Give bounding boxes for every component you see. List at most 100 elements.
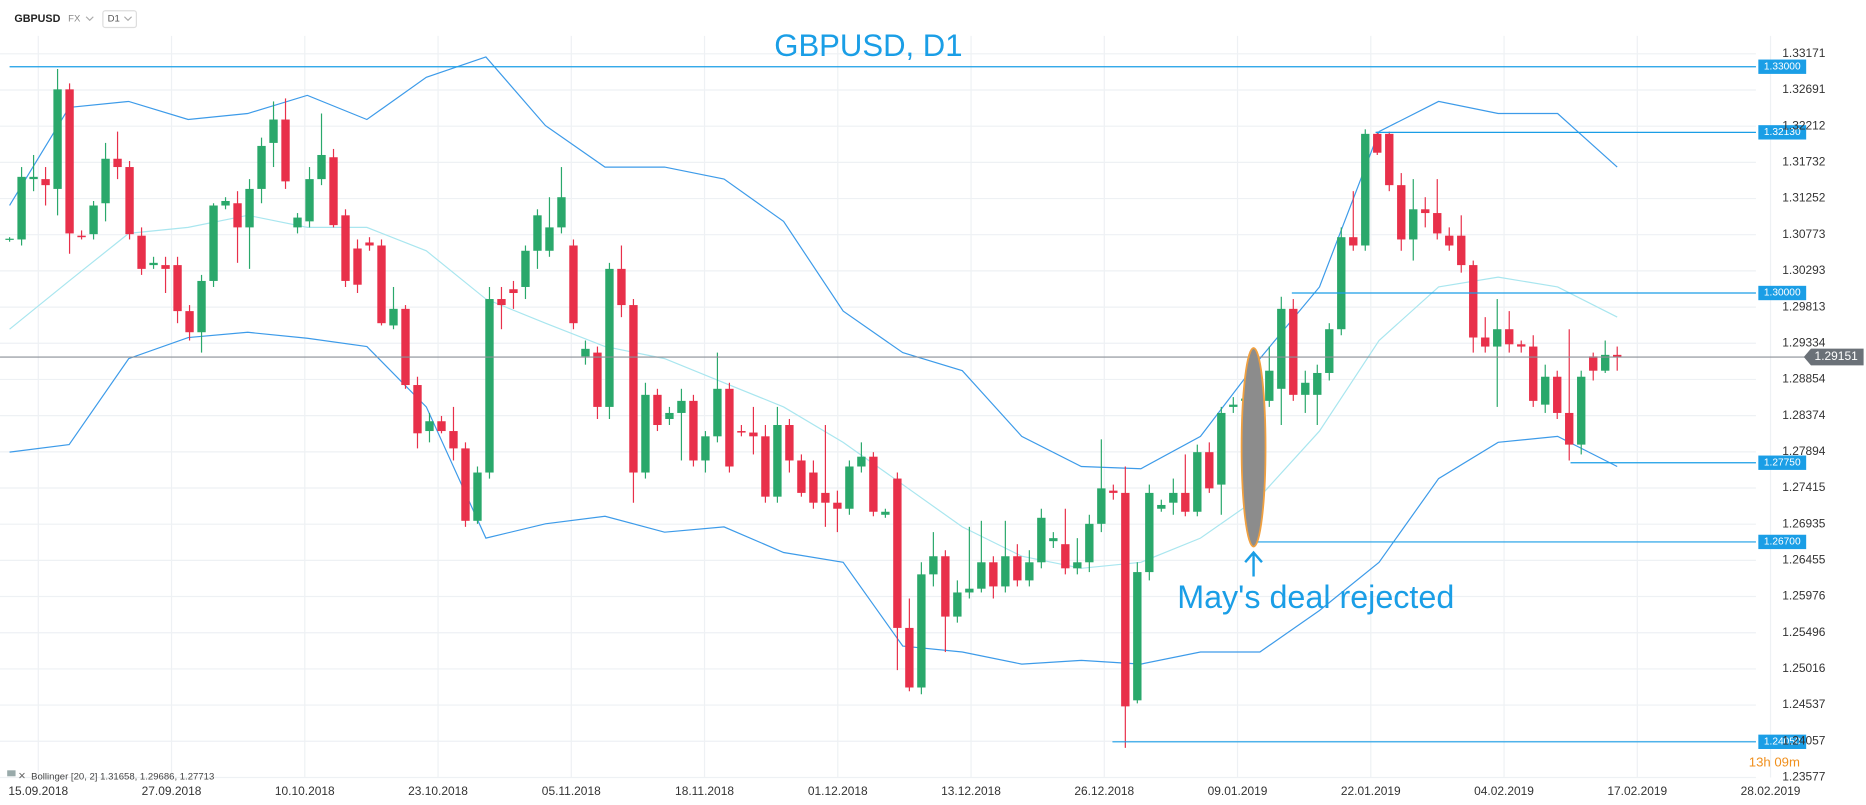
candle-body	[1409, 209, 1418, 240]
candle-body	[125, 167, 134, 235]
candle-body	[905, 627, 914, 688]
y-tick-label: 1.31252	[1782, 191, 1826, 205]
chart-title: GBPUSD, D1	[774, 28, 962, 63]
candle-body	[197, 280, 206, 333]
annotation: May's deal rejected	[1177, 579, 1454, 615]
y-tick-label: 1.23577	[1782, 770, 1826, 784]
candle-body	[1361, 133, 1370, 246]
candle-body	[1085, 523, 1094, 563]
level-label: 1.33000	[1764, 61, 1801, 72]
candle-body	[893, 478, 902, 628]
candle-body	[1277, 308, 1286, 389]
candle-body	[977, 562, 986, 589]
candle-body	[389, 308, 398, 326]
y-tick-label: 1.26935	[1782, 516, 1826, 530]
candle-body	[725, 388, 734, 467]
candle-body	[233, 203, 242, 228]
y-tick-label: 1.25016	[1782, 661, 1826, 675]
x-tick-label: 10.10.2018	[275, 784, 335, 798]
candle-body	[1325, 329, 1334, 373]
highlight-ellipse	[1240, 347, 1267, 548]
y-tick-label: 1.32212	[1782, 118, 1826, 132]
candle-body	[1205, 452, 1214, 489]
candle-body	[413, 385, 422, 434]
levels: 1.33000 1.32130 1.30000 1.27750 1.26700 1.240…	[0, 59, 1864, 749]
candle-body	[1469, 265, 1478, 338]
candle-body	[1385, 133, 1394, 186]
candle-body	[833, 502, 842, 509]
candle-body	[965, 588, 974, 593]
candle-body	[1265, 370, 1274, 401]
level-label-box	[1758, 455, 1807, 470]
indicator-icon[interactable]	[7, 770, 16, 777]
level-label: 1.32130	[1764, 127, 1801, 138]
indicator-values: 1.31658, 1.29686, 1.27713	[100, 771, 214, 782]
candle-body	[1217, 412, 1226, 485]
candle-body	[989, 562, 998, 587]
timer: 13h 09m	[1749, 755, 1800, 770]
timeframe[interactable]: D1	[108, 14, 120, 25]
candle-body	[533, 215, 542, 251]
candle-body	[581, 348, 590, 357]
candle-body	[1505, 329, 1514, 345]
x-tick-label: 17.02.2019	[1607, 784, 1667, 798]
candle-body	[665, 412, 674, 419]
y-tick-label: 1.24537	[1782, 697, 1826, 711]
y-tick-label: 1.27894	[1782, 444, 1826, 458]
market[interactable]: FX	[68, 14, 81, 25]
x-tick-label: 15.09.2018	[8, 784, 68, 798]
grid	[0, 35, 1772, 779]
candle-body	[1481, 337, 1490, 347]
candle-body	[1193, 452, 1202, 512]
candle-body	[1013, 556, 1022, 581]
candle-body	[545, 227, 554, 251]
candle-body	[329, 157, 338, 226]
y-tick-label: 1.32691	[1782, 82, 1826, 96]
y-tick-label: 1.30773	[1782, 227, 1826, 241]
candle-body	[1289, 308, 1298, 395]
candle-body	[89, 205, 98, 235]
x-tick-label: 27.09.2018	[142, 784, 202, 798]
y-tick-label: 1.26455	[1782, 553, 1826, 567]
candle-body	[953, 592, 962, 617]
candle-body	[437, 421, 446, 432]
candle-body	[881, 511, 890, 515]
candle-body	[917, 574, 926, 688]
candle-body	[281, 119, 290, 182]
candle-body	[1493, 329, 1502, 347]
y-tick-label: 1.31732	[1782, 155, 1826, 169]
y-tick-label: 1.25496	[1782, 625, 1826, 639]
indicator-close[interactable]: ✕	[18, 771, 26, 782]
candle-body	[713, 388, 722, 437]
x-tick-label: 28.02.2019	[1741, 784, 1801, 798]
candle-body	[161, 265, 170, 269]
candle-body	[1097, 488, 1106, 524]
candle-body	[17, 176, 26, 240]
candle-body	[1145, 492, 1154, 573]
candle-body	[1025, 562, 1034, 581]
timeframe-box[interactable]	[102, 10, 137, 29]
candle-body	[941, 556, 950, 617]
level-label-box	[1758, 285, 1807, 301]
symbol[interactable]: GBPUSD	[14, 13, 60, 25]
candle-body	[1553, 376, 1562, 413]
candle-body	[41, 179, 50, 186]
candle-body	[149, 262, 158, 266]
candle-body	[185, 311, 194, 333]
dropdown-icon	[123, 16, 133, 22]
candle-body	[749, 432, 758, 437]
candle-body	[377, 245, 386, 324]
bollinger-upper	[9, 56, 1618, 470]
candle-body	[1565, 412, 1574, 445]
candle-body	[269, 119, 278, 143]
candle-body	[113, 158, 122, 168]
candle-body	[1613, 354, 1622, 358]
candle-body	[773, 425, 782, 497]
candle-body	[1517, 344, 1526, 347]
candle-body	[521, 250, 530, 287]
level-label-box	[1758, 125, 1807, 140]
candle-body	[1133, 572, 1142, 701]
candle-body	[857, 456, 866, 467]
